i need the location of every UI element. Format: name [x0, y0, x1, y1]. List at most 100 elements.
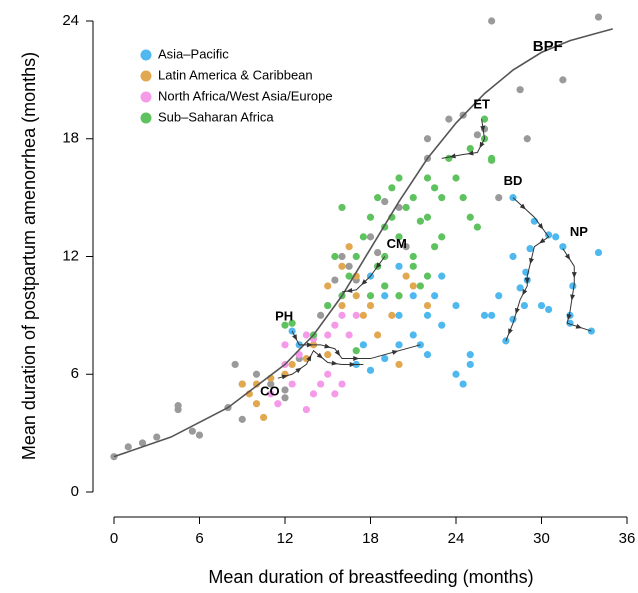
point	[338, 203, 346, 212]
trajectory-label: BD	[504, 173, 523, 188]
point	[466, 144, 474, 153]
point	[274, 400, 282, 408]
point	[409, 331, 417, 339]
point	[431, 184, 439, 192]
point	[352, 311, 360, 319]
arrowhead	[306, 354, 312, 362]
legend-label: Latin America & Caribbean	[158, 67, 313, 82]
point	[559, 243, 567, 251]
point	[288, 360, 296, 369]
trajectory-label: CO	[260, 384, 280, 399]
point	[281, 386, 289, 394]
point	[395, 292, 403, 300]
point	[402, 243, 410, 251]
point	[338, 311, 346, 319]
x-tick-label: 0	[110, 530, 118, 547]
point	[423, 174, 432, 182]
point	[388, 184, 396, 192]
point	[324, 301, 332, 310]
point	[288, 380, 296, 388]
arrowhead	[539, 238, 546, 244]
point	[374, 331, 382, 339]
point	[381, 282, 389, 290]
point	[381, 197, 389, 206]
point	[423, 301, 432, 310]
point	[252, 400, 261, 408]
point	[545, 231, 553, 239]
point	[452, 174, 460, 182]
point	[302, 405, 310, 414]
arrowhead	[449, 153, 456, 159]
point	[395, 262, 403, 270]
arrowhead	[564, 253, 571, 261]
trajectory	[441, 119, 486, 159]
point	[359, 311, 367, 319]
point	[374, 248, 382, 257]
point	[452, 370, 460, 378]
point	[488, 156, 496, 164]
point	[509, 252, 517, 261]
point	[402, 203, 410, 212]
point	[352, 347, 360, 355]
trajectory-label: ET	[473, 97, 490, 112]
trajectory-label: PH	[275, 309, 293, 324]
arrowhead	[575, 323, 583, 329]
point	[366, 301, 375, 310]
point	[409, 252, 417, 261]
point	[352, 292, 360, 300]
x-tick-label: 12	[277, 530, 294, 547]
trajectory	[277, 349, 364, 379]
trajectory	[291, 330, 421, 360]
point	[569, 282, 577, 290]
point	[331, 321, 339, 329]
y-tick-label: 6	[71, 365, 79, 382]
point	[559, 76, 567, 84]
point	[409, 282, 417, 290]
point	[324, 282, 332, 290]
point	[537, 301, 546, 310]
arrowhead	[537, 223, 544, 230]
point	[473, 131, 481, 139]
arrowhead	[324, 343, 331, 349]
point	[324, 370, 332, 378]
y-axis-title: Mean duration of postpartum amenorrhea (…	[19, 52, 39, 460]
point	[516, 86, 524, 94]
point	[338, 301, 346, 310]
point	[188, 427, 196, 435]
point	[523, 135, 531, 143]
point	[238, 415, 246, 423]
point	[466, 351, 474, 359]
point	[594, 13, 603, 21]
point	[438, 194, 446, 202]
trajectory	[562, 248, 592, 332]
point	[252, 380, 261, 388]
point	[174, 402, 182, 410]
point	[423, 272, 432, 280]
point	[331, 252, 339, 261]
point	[395, 360, 403, 369]
fit-curve	[113, 28, 613, 458]
point	[231, 360, 239, 369]
point	[366, 233, 375, 241]
point	[317, 380, 325, 388]
point	[381, 292, 389, 300]
point	[445, 115, 453, 123]
arrowhead	[306, 342, 313, 348]
point	[331, 276, 339, 284]
point	[317, 311, 325, 319]
y-tick-label: 0	[71, 483, 79, 500]
point	[366, 292, 375, 300]
point	[338, 380, 346, 388]
point	[302, 331, 310, 339]
point	[359, 341, 367, 349]
arrowhead	[529, 257, 534, 265]
arrowhead	[346, 287, 353, 293]
legend-marker	[140, 112, 152, 124]
point	[409, 292, 417, 300]
legend-label: Sub–Saharan Africa	[158, 109, 274, 124]
x-tick-label: 36	[619, 530, 636, 547]
point	[281, 394, 289, 402]
arrowhead	[479, 141, 485, 149]
x-axis-title: Mean duration of breastfeeding (months)	[208, 567, 533, 587]
point	[438, 321, 446, 329]
